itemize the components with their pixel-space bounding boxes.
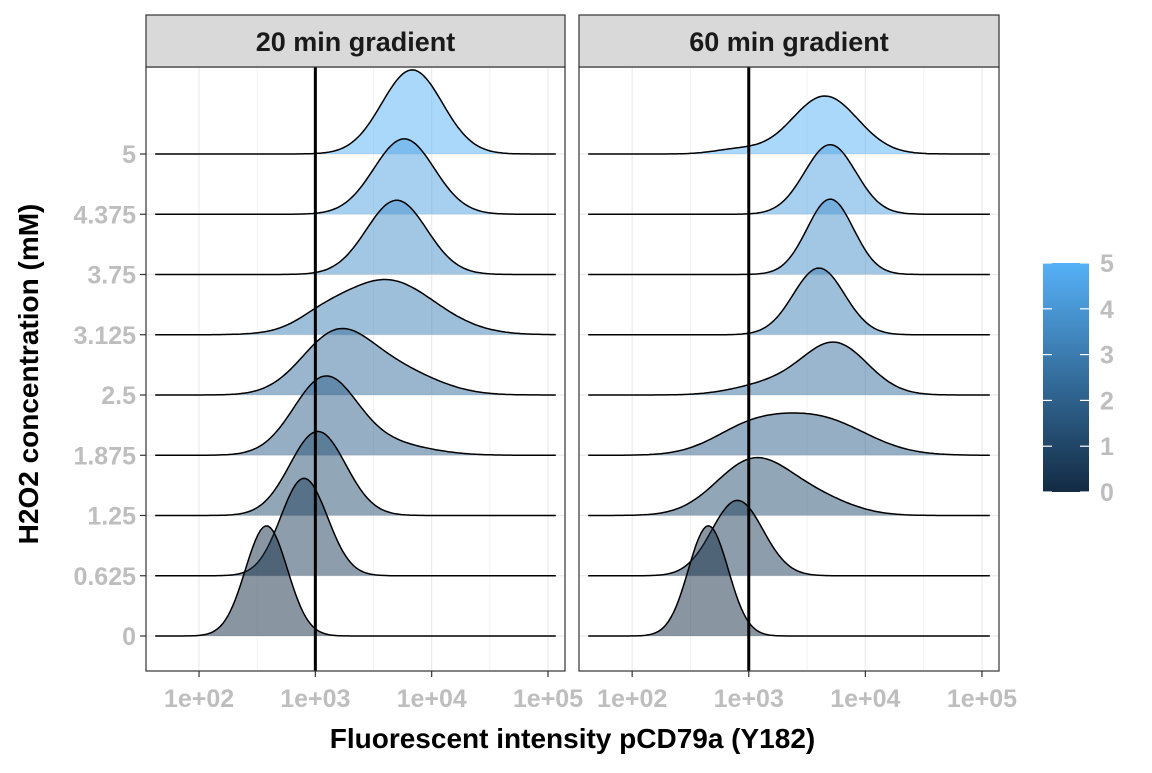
ridge-line-3.125 xyxy=(155,278,556,336)
ridge-line-1.875 xyxy=(588,412,990,456)
legend-label: 2 xyxy=(1100,387,1114,415)
y-tick-label: 3.75 xyxy=(87,262,136,290)
ridge-line-0 xyxy=(588,525,990,637)
x-axis-title: Fluorescent intensity pCD79a (Y182) xyxy=(330,723,815,754)
ridge-fill-3.75 xyxy=(758,199,902,275)
x-tick-label: 1e+02 xyxy=(597,685,667,713)
ridge-line-5 xyxy=(588,95,990,155)
ridge-line-1.25 xyxy=(588,456,990,517)
strip-background xyxy=(145,14,566,68)
ridge-fill-3.125 xyxy=(235,279,534,335)
ridge-fill-5 xyxy=(688,96,925,154)
x-tick-label: 1e+05 xyxy=(947,685,1017,713)
ridge-line-3.75 xyxy=(588,198,990,276)
legend-label: 0 xyxy=(1100,479,1114,507)
legend-label: 5 xyxy=(1100,250,1114,278)
legend-label: 4 xyxy=(1100,296,1114,324)
legend-label: 1 xyxy=(1100,433,1114,461)
y-tick-label: 2.5 xyxy=(101,382,136,410)
ridge-line-0 xyxy=(155,525,556,637)
y-tick-label: 3.125 xyxy=(73,322,136,350)
ridge-fill-3.75 xyxy=(302,200,491,275)
ridge-line-3.125 xyxy=(588,267,990,336)
x-tick-label: 1e+02 xyxy=(164,685,234,713)
y-tick-label: 1.875 xyxy=(73,442,136,470)
y-tick-label: 5 xyxy=(122,141,136,169)
x-tick-label: 1e+04 xyxy=(397,685,467,713)
ridge-fill-1.875 xyxy=(225,376,486,456)
ridge-fill-4.375 xyxy=(310,138,499,215)
y-tick-label: 1.25 xyxy=(87,503,136,531)
x-tick-label: 1e+03 xyxy=(714,685,784,713)
ridge-fill-1.25 xyxy=(230,431,406,516)
ridge-line-0.625 xyxy=(155,477,556,577)
ridge-fill-3.125 xyxy=(738,268,897,335)
x-tick-label: 1e+03 xyxy=(280,685,350,713)
legend: 5 4 3 2 1 0 xyxy=(1043,250,1114,507)
ridge-line-1.875 xyxy=(155,375,556,456)
y-axis-title: H2O2 concentration (mM) xyxy=(13,204,44,545)
panel-2: 60 min gradient 1e+02 1e+03 1e+04 1e+05 xyxy=(578,14,1017,713)
colorbar xyxy=(1043,263,1089,492)
panel-1: 20 min gradient 1e+02 1e+03 1e+04 1e+05 xyxy=(145,14,583,713)
ridge-line-2.5 xyxy=(588,341,990,396)
ridge-line-5 xyxy=(155,69,556,155)
y-axis: 0 0.625 1.25 1.875 2.5 3.125 3.75 4.375 5 xyxy=(73,141,146,651)
ridge-line-0.625 xyxy=(588,499,990,577)
x-tick-label: 1e+04 xyxy=(830,685,900,713)
x-tick-label: 1e+05 xyxy=(513,685,583,713)
ridge-fill-4.375 xyxy=(751,144,910,215)
legend-label: 3 xyxy=(1100,342,1114,370)
ridge-fill-2.5 xyxy=(230,328,509,395)
ridge-line-4.375 xyxy=(155,138,556,215)
ridge-line-2.5 xyxy=(155,327,556,396)
strip-background xyxy=(578,14,1000,68)
y-tick-label: 4.375 xyxy=(73,201,136,229)
strip-title: 20 min gradient xyxy=(256,27,456,57)
y-tick-label: 0 xyxy=(122,623,136,651)
y-tick-label: 0.625 xyxy=(73,563,136,591)
strip-title: 60 min gradient xyxy=(689,27,889,57)
ridge-fill-2.5 xyxy=(683,342,932,395)
ridge-fill-5 xyxy=(315,69,509,154)
ridge-line-1.25 xyxy=(155,430,556,517)
ridge-line-3.75 xyxy=(155,199,556,276)
ridge-line-4.375 xyxy=(588,143,990,216)
ridge-fill-1.875 xyxy=(646,413,955,456)
